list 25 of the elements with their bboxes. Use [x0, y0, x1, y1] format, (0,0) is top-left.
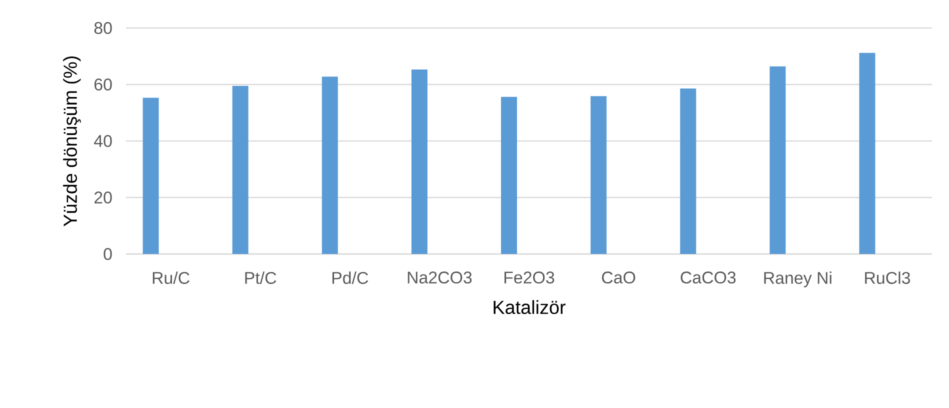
y-tick-label: 80 — [94, 22, 112, 34]
x-tick-label: Ru/C — [152, 272, 190, 284]
x-axis-title: Katalizör — [494, 300, 566, 314]
bar — [322, 76, 338, 254]
bar — [142, 98, 159, 254]
x-tick-label: Pd/C — [332, 272, 368, 284]
bar — [411, 70, 428, 254]
x-tick-label: Na2CO3 — [408, 272, 472, 284]
y-tick-label: 0 — [104, 248, 112, 260]
y-tick-label: 20 — [94, 192, 112, 204]
x-tick-label: CaO — [602, 272, 636, 284]
y-axis-title: Yüzde dönüşüm (%) — [63, 56, 81, 226]
bar — [232, 86, 248, 254]
bar — [680, 88, 696, 254]
x-tick-label: CaCO3 — [680, 272, 736, 284]
x-tick-label: Fe2O3 — [504, 272, 554, 284]
bar — [859, 52, 876, 254]
bar — [590, 96, 607, 254]
x-tick-label: Pt/C — [245, 272, 276, 284]
y-tick-label: 60 — [94, 78, 112, 90]
x-tick-label: RuCl3 — [865, 272, 910, 284]
bar — [770, 66, 786, 254]
x-tick-label: Raney Ni — [764, 272, 832, 288]
y-tick-label: 40 — [94, 135, 112, 147]
bar — [501, 96, 518, 254]
